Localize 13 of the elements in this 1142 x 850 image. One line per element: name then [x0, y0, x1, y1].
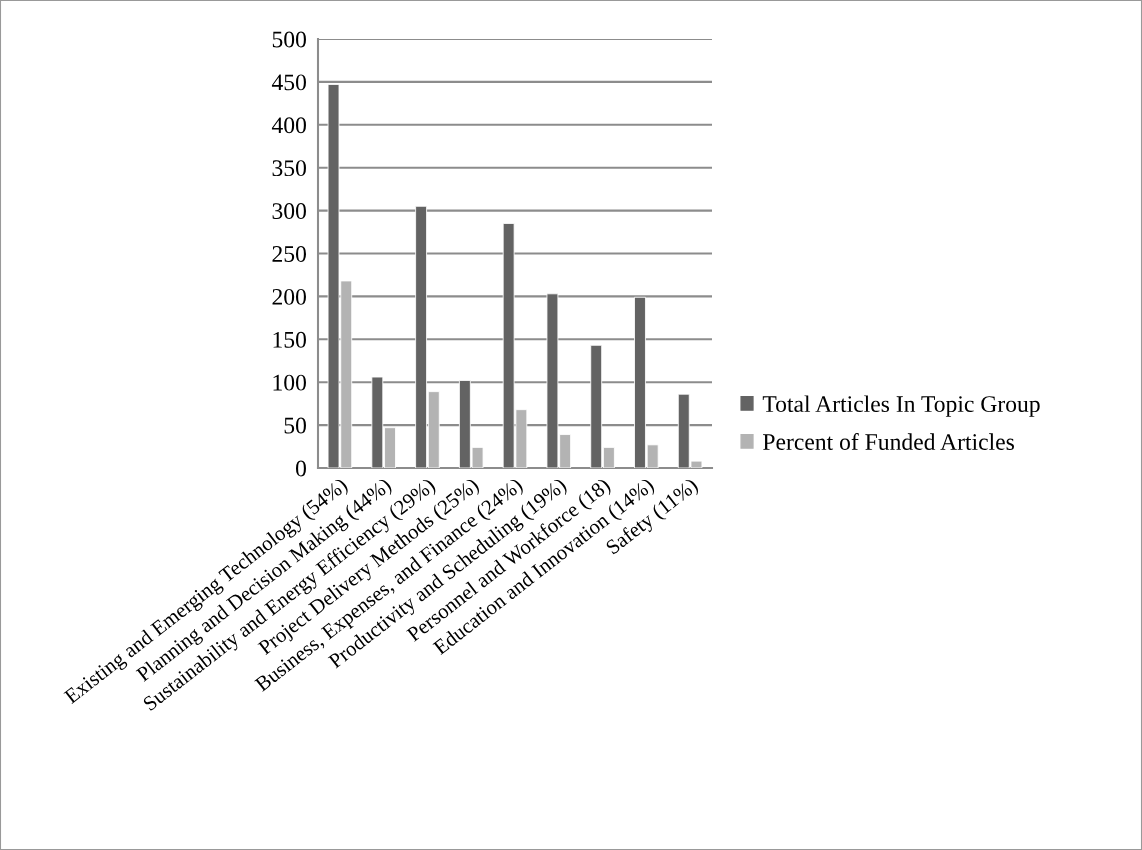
- y-tick-label: 0: [295, 460, 306, 477]
- y-tick-label: 150: [273, 331, 306, 348]
- y-tick-label: 100: [273, 374, 306, 391]
- y-tick-label: 300: [272, 203, 306, 220]
- y-tick-label: 50: [284, 417, 306, 434]
- y-tick-label: 400: [271, 117, 306, 134]
- legend-label: Percent of Funded Articles: [763, 433, 1014, 450]
- y-tick-label: 450: [271, 74, 306, 91]
- y-tick-label: 200: [272, 288, 306, 305]
- legend-label: Total Articles In Topic Group: [762, 395, 1040, 417]
- y-tick-label: 350: [272, 160, 306, 177]
- y-tick-label: 500: [272, 31, 306, 48]
- y-tick-label: 250: [272, 245, 306, 262]
